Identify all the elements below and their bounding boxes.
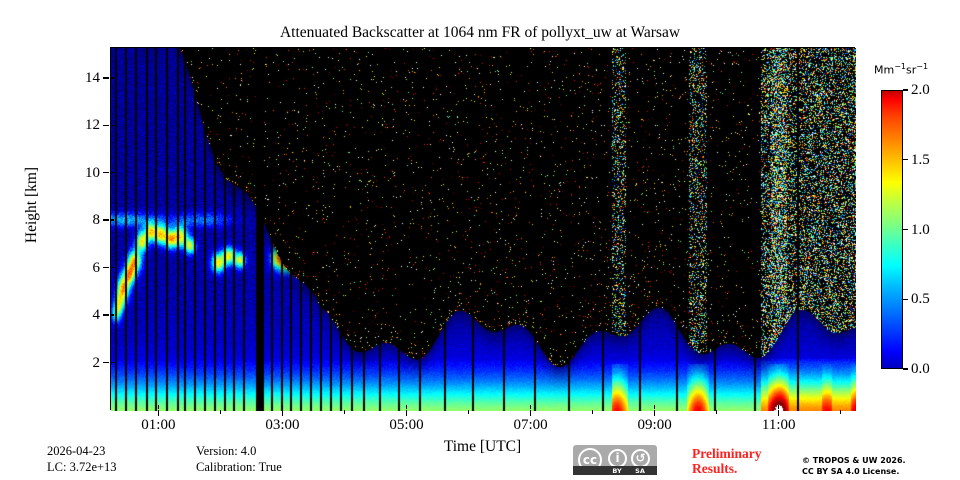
x-minor-tick-mark <box>840 410 842 414</box>
y-tick-label: 10 <box>85 164 100 181</box>
x-minor-tick-mark <box>343 410 346 414</box>
footer-version-block: Version: 4.0 Calibration: True <box>196 443 282 475</box>
y-axis-tick-labels: 2 4 6 8 10 12 14 <box>36 0 100 480</box>
colorbar-tick-label: 0.5 <box>911 291 930 308</box>
x-tick-mark <box>653 405 656 409</box>
y-tick-label: 6 <box>92 259 101 276</box>
y-tick-mark <box>103 219 109 221</box>
version-text: Version: 4.0 <box>196 444 257 458</box>
y-tick-label: 12 <box>85 117 100 134</box>
colorbar-tick-mark <box>903 298 908 300</box>
x-tick-mark <box>157 405 160 409</box>
x-tick-mark <box>281 410 284 416</box>
x-tick-mark <box>529 405 532 409</box>
colorbar-tick-mark <box>903 159 908 161</box>
x-tick-mark <box>405 405 408 409</box>
x-tick-mark <box>405 410 408 416</box>
copyright-line-1: © TROPOS & UW 2026. <box>802 456 906 465</box>
y-tick-mark <box>103 124 109 126</box>
preliminary-results-notice: Preliminary Results. <box>692 446 761 476</box>
lidar-constant: LC: 3.72e+13 <box>47 460 117 474</box>
x-tick-label: 03:00 <box>265 417 300 433</box>
cc-icons-row: cc i ↺ <box>573 445 657 472</box>
x-minor-tick-mark <box>219 410 222 414</box>
y-tick-label: 2 <box>92 354 101 371</box>
x-tick-label: 07:00 <box>513 417 548 433</box>
x-minor-tick-mark <box>591 410 594 414</box>
backscatter-heatmap <box>111 48 856 411</box>
colorbar-tick-mark <box>903 89 908 91</box>
preliminary-line-1: Preliminary <box>692 446 762 461</box>
y-tick-mark <box>103 172 109 174</box>
colorbar-units-label: Mm−1sr−1 <box>874 62 929 77</box>
y-tick-mark <box>110 266 114 269</box>
x-tick-mark <box>778 410 780 416</box>
copyright-notice: © TROPOS & UW 2026. CC BY SA 4.0 License… <box>802 455 906 477</box>
y-tick-mark <box>110 314 114 316</box>
plot-area <box>110 47 856 411</box>
colorbar-tick-label: 0.0 <box>911 361 930 377</box>
y-tick-mark <box>103 314 109 316</box>
y-tick-mark <box>110 172 114 174</box>
cc-by-label: BY <box>612 466 622 475</box>
colorbar-tick-label: 1.0 <box>911 221 930 238</box>
x-tick-mark <box>778 405 780 409</box>
x-tick-label: 09:00 <box>637 417 672 433</box>
colorbar <box>881 90 903 369</box>
x-tick-mark <box>529 410 532 416</box>
x-minor-tick-mark <box>467 410 470 414</box>
cc-badge-strip <box>573 466 657 475</box>
y-tick-mark <box>103 361 109 364</box>
y-tick-label: 4 <box>92 307 101 324</box>
colorbar-tick-mark <box>903 368 908 370</box>
copyright-line-2: CC BY SA 4.0 License. <box>802 467 900 476</box>
colorbar-tick-label: 1.5 <box>911 151 930 168</box>
creative-commons-badge: cc i ↺ BY SA <box>573 445 657 475</box>
y-tick-mark <box>110 124 114 126</box>
y-tick-mark <box>103 77 109 79</box>
page-title: Attenuated Backscatter at 1064 nm FR of … <box>279 24 681 41</box>
x-tick-mark <box>157 410 160 416</box>
x-minor-tick-mark <box>715 410 718 414</box>
y-tick-mark <box>110 361 114 364</box>
calibration-text: Calibration: True <box>196 460 282 474</box>
y-tick-mark <box>110 219 114 221</box>
x-tick-mark <box>653 410 656 416</box>
y-tick-label: 8 <box>92 212 101 229</box>
y-tick-mark <box>110 77 114 79</box>
cc-sa-label: SA <box>635 466 645 475</box>
x-tick-mark <box>281 405 284 409</box>
colorbar-tick-label: 2.0 <box>911 82 930 98</box>
x-tick-label: 01:00 <box>141 417 176 433</box>
y-tick-mark <box>103 266 109 269</box>
footer-date-block: 2026-04-23 LC: 3.72e+13 <box>47 443 117 475</box>
colorbar-tick-mark <box>903 228 908 231</box>
preliminary-line-2: Results. <box>692 461 738 476</box>
x-tick-label: 05:00 <box>389 417 424 433</box>
x-tick-label: 11:00 <box>761 417 796 433</box>
y-tick-label: 14 <box>85 69 100 86</box>
x-axis-title: Time [UTC] <box>443 438 522 455</box>
measurement-date: 2026-04-23 <box>47 444 106 458</box>
